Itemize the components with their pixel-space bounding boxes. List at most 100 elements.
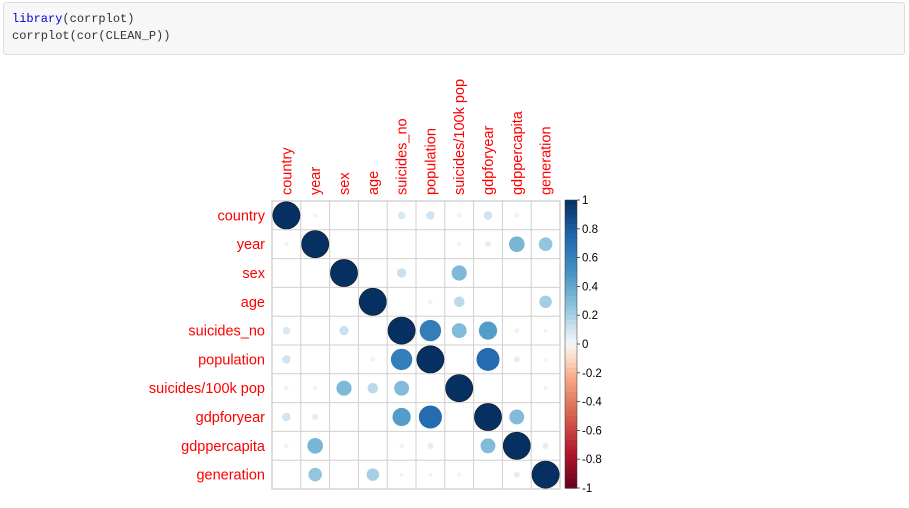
corr-circle-4-0 (282, 326, 291, 335)
code-line-1: library(corrplot) (12, 11, 896, 28)
correlation-plot: countryyearsexagesuicides_nopopulationsu… (149, 79, 602, 495)
corr-circle-4-7 (478, 321, 498, 340)
corr-circle-4-6 (451, 323, 467, 339)
column-label: generation (539, 126, 555, 195)
row-label: country (217, 208, 265, 224)
corr-circle-0-4 (397, 211, 406, 220)
corr-circle-1-6 (456, 241, 462, 247)
colorbar-tick-label: 0.4 (582, 281, 599, 293)
colorbar-segment (565, 358, 577, 364)
corr-circle-8-7 (480, 438, 496, 454)
colorbar-segment (565, 248, 577, 254)
colorbar-segment (565, 372, 577, 379)
colorbar-segment (565, 401, 577, 407)
colorbar-segment (565, 440, 577, 446)
corr-circle-9-5 (428, 472, 433, 477)
colorbar-segment (565, 209, 577, 215)
corr-circle-4-5 (419, 319, 442, 342)
corr-circle-8-0 (284, 443, 289, 449)
colorbar-tick-label: -1 (582, 483, 592, 495)
colorbar-segment (565, 425, 577, 431)
colorbar-segment (565, 464, 577, 470)
corr-circle-3-5 (428, 299, 433, 305)
column-label: sex (337, 172, 353, 195)
corr-circle-8-1 (307, 437, 324, 454)
colorbar-segment (565, 305, 577, 311)
colorbar-segment (565, 233, 577, 239)
corr-circle-0-8 (514, 213, 520, 218)
colorbar-tick-label: 0.6 (582, 253, 598, 265)
colorbar-segment (565, 315, 577, 321)
corr-circle-1-0 (284, 242, 289, 247)
column-label: gdpforyear (481, 126, 497, 195)
corr-circle-9-1 (308, 467, 323, 482)
colorbar-segment (565, 392, 577, 398)
column-label: age (366, 171, 382, 195)
colorbar-segment (565, 262, 577, 268)
colorbar-segment (565, 416, 577, 422)
colorbar-segment (565, 468, 577, 475)
colorbar-segment (565, 368, 577, 374)
colorbar-tick-label: -0.8 (582, 454, 602, 466)
colorbar-segment (565, 281, 577, 287)
colorbar-segment (565, 243, 577, 249)
column-label: year (308, 167, 324, 195)
colorbar-segment (565, 348, 577, 355)
corr-circle-6-6 (445, 374, 474, 403)
colorbar-segment (565, 344, 577, 350)
corr-circle-0-7 (483, 211, 493, 220)
colorbar-segment (565, 320, 577, 326)
colorbar-segment (565, 267, 577, 273)
colorbar-segment (565, 276, 577, 283)
corr-circle-7-0 (282, 412, 291, 422)
column-label: suicides/100k pop (452, 79, 468, 195)
corr-circle-9-8 (513, 471, 520, 478)
colorbar-segment (565, 449, 577, 455)
corr-circle-3-3 (358, 287, 387, 316)
corr-circle-8-5 (427, 442, 434, 449)
code-cell[interactable]: library(corrplot) corrplot(cor(CLEAN_P)) (3, 2, 905, 55)
corr-circle-9-4 (399, 472, 404, 477)
colorbar-segment (565, 454, 577, 460)
colorbar-segment (565, 224, 577, 230)
corr-circle-0-0 (272, 201, 301, 230)
colorbar-tick-label: -0.2 (582, 368, 602, 380)
colorbar-segment (565, 339, 577, 345)
colorbar-segment (565, 329, 577, 335)
row-label: year (237, 237, 265, 253)
colorbar-segment (565, 219, 577, 225)
corr-circle-6-2 (336, 380, 352, 396)
code-line-2: corrplot(cor(CLEAN_P)) (12, 29, 171, 43)
colorbar-segment (565, 200, 577, 206)
colorbar-segment (565, 406, 577, 412)
colorbar-segment (565, 334, 577, 340)
corr-circle-0-6 (456, 213, 462, 218)
colorbar-segment (565, 387, 577, 393)
column-label: population (423, 128, 439, 195)
corr-circle-8-8 (502, 431, 531, 460)
corr-circle-5-3 (370, 357, 376, 362)
corr-circle-1-7 (484, 241, 492, 248)
corr-circle-4-2 (339, 325, 349, 336)
colorbar-segment (565, 257, 577, 263)
colorbar-tick-label: -0.6 (582, 425, 602, 437)
colorbar-segment (565, 296, 577, 302)
colorbar-segment (565, 478, 577, 484)
corr-circle-3-9 (539, 295, 552, 309)
colorbar-segment (565, 459, 577, 465)
colorbar-tick-label: 0.8 (582, 224, 598, 236)
corr-circle-4-8 (514, 328, 520, 333)
corr-circle-3-6 (453, 296, 465, 308)
corr-circle-0-5 (426, 211, 435, 220)
corr-circle-7-4 (392, 407, 411, 427)
corr-circle-9-3 (366, 468, 380, 481)
corr-circle-6-3 (367, 382, 379, 394)
corr-circle-5-8 (513, 356, 520, 363)
corr-circle-2-4 (396, 268, 407, 278)
corr-circle-6-1 (312, 385, 318, 391)
corr-circle-7-7 (474, 403, 502, 431)
colorbar-segment (565, 420, 577, 427)
corr-circle-7-1 (312, 413, 319, 421)
colorbar-tick-label: 1 (582, 195, 588, 207)
column-label: suicides_no (395, 118, 411, 195)
